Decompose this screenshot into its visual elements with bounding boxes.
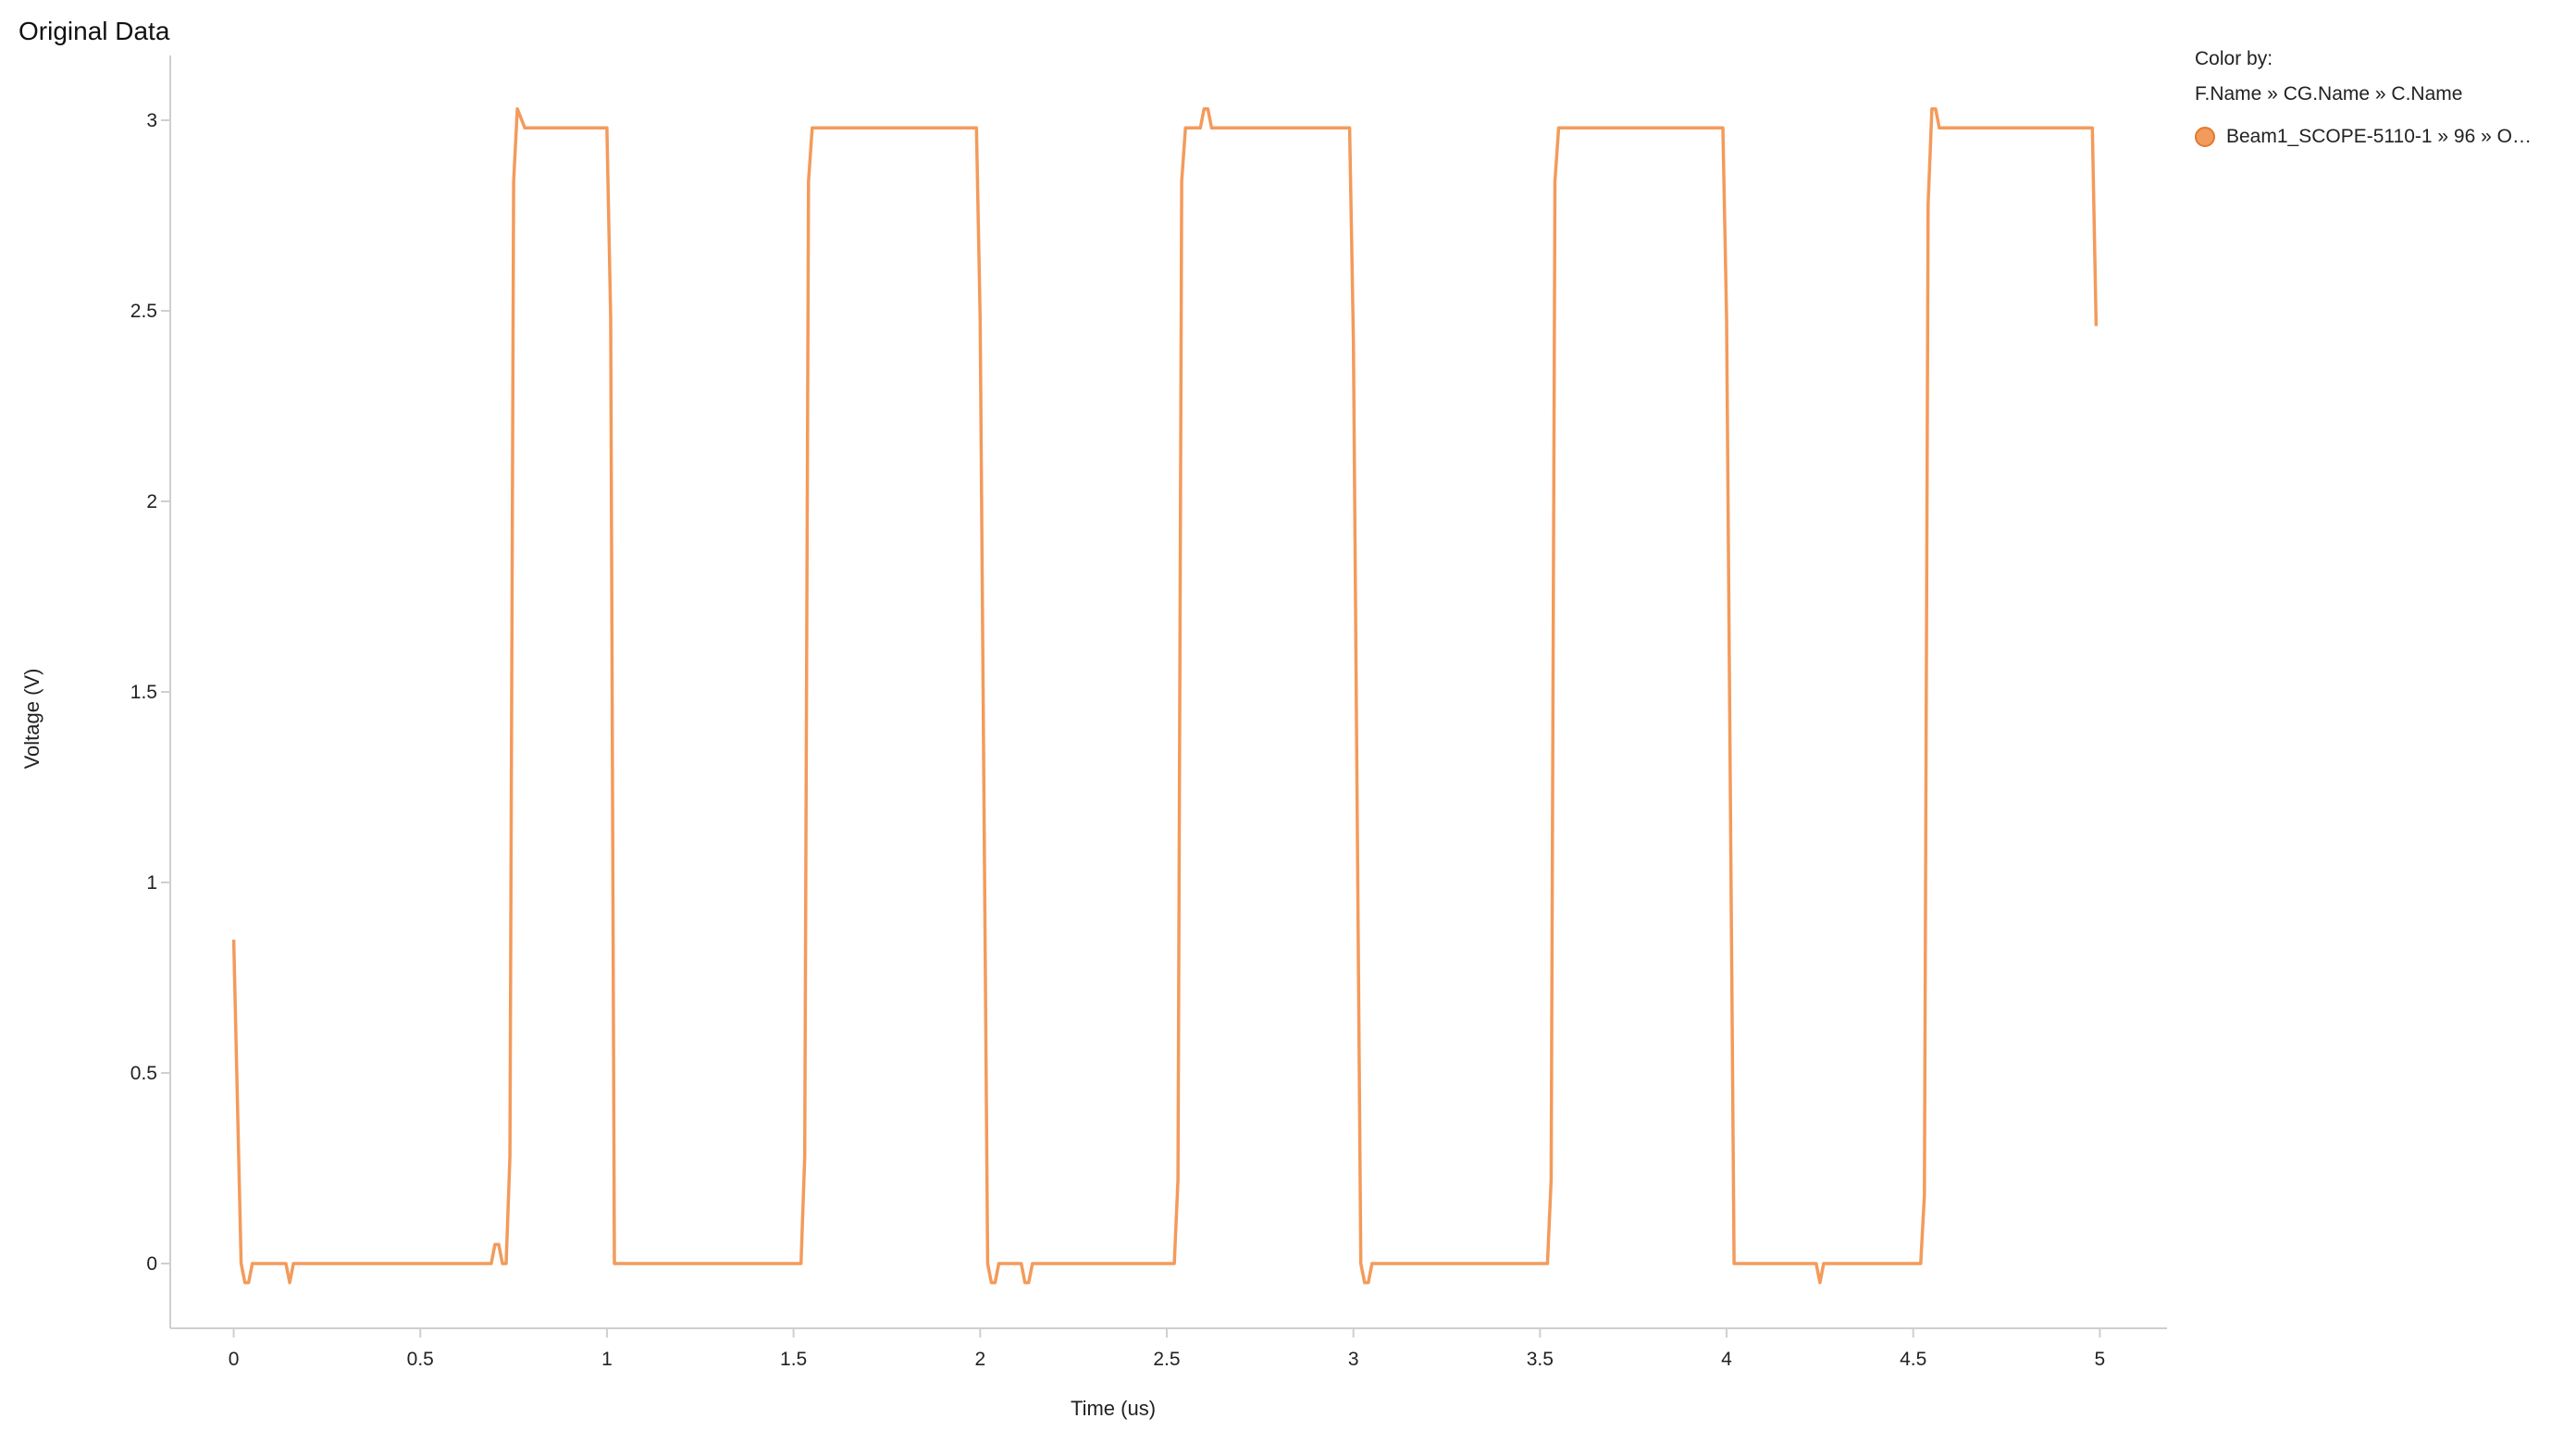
y-tick-label: 1.5	[130, 682, 157, 703]
y-tick-label: 3	[146, 110, 157, 131]
legend-swatch-icon	[2195, 127, 2215, 147]
y-tick-label: 2.5	[130, 301, 157, 322]
panel-title: Original Data	[19, 17, 170, 45]
series-line[interactable]	[231, 106, 2099, 1285]
y-tick-label: 0.5	[130, 1063, 157, 1084]
x-tick-label: 3	[1348, 1349, 1359, 1370]
x-axis-title: Time (us)	[1071, 1397, 1156, 1420]
x-tick-label: 5	[2095, 1349, 2106, 1370]
x-tick-label: 0.5	[407, 1349, 434, 1370]
legend: Color by: F.Name » CG.Name » C.Name Beam…	[2195, 48, 2565, 148]
x-tick-label: 1.5	[780, 1349, 807, 1370]
y-tick-label: 0	[146, 1253, 157, 1275]
axes	[169, 56, 2167, 1329]
legend-item[interactable]: Beam1_SCOPE-5110-1 » 96 » O…	[2195, 126, 2565, 148]
y-tick-label: 1	[146, 872, 157, 894]
legend-color-by-title: Color by:	[2195, 48, 2273, 69]
legend-item-label: Beam1_SCOPE-5110-1 » 96 » O…	[2226, 126, 2532, 147]
y-tick-group: 0 0.5 1 1.5 2 2.5 3	[130, 110, 170, 1275]
x-tick-label: 4.5	[1900, 1349, 1926, 1370]
x-tick-label: 0	[229, 1349, 240, 1370]
y-axis-title: Voltage (V)	[20, 669, 43, 770]
legend-color-by-path[interactable]: F.Name » CG.Name » C.Name	[2195, 83, 2463, 105]
x-tick-label: 4	[1721, 1349, 1732, 1370]
x-tick-label: 3.5	[1527, 1349, 1554, 1370]
series-layer[interactable]	[231, 106, 2099, 1285]
x-tick-group: 0 0.5 1 1.5 2 2.5 3 3.5 4 4.5 5	[229, 1328, 2106, 1370]
x-tick-label: 2.5	[1153, 1349, 1180, 1370]
x-tick-label: 2	[974, 1349, 985, 1370]
y-tick-label: 2	[146, 491, 157, 512]
x-tick-label: 1	[601, 1349, 613, 1370]
